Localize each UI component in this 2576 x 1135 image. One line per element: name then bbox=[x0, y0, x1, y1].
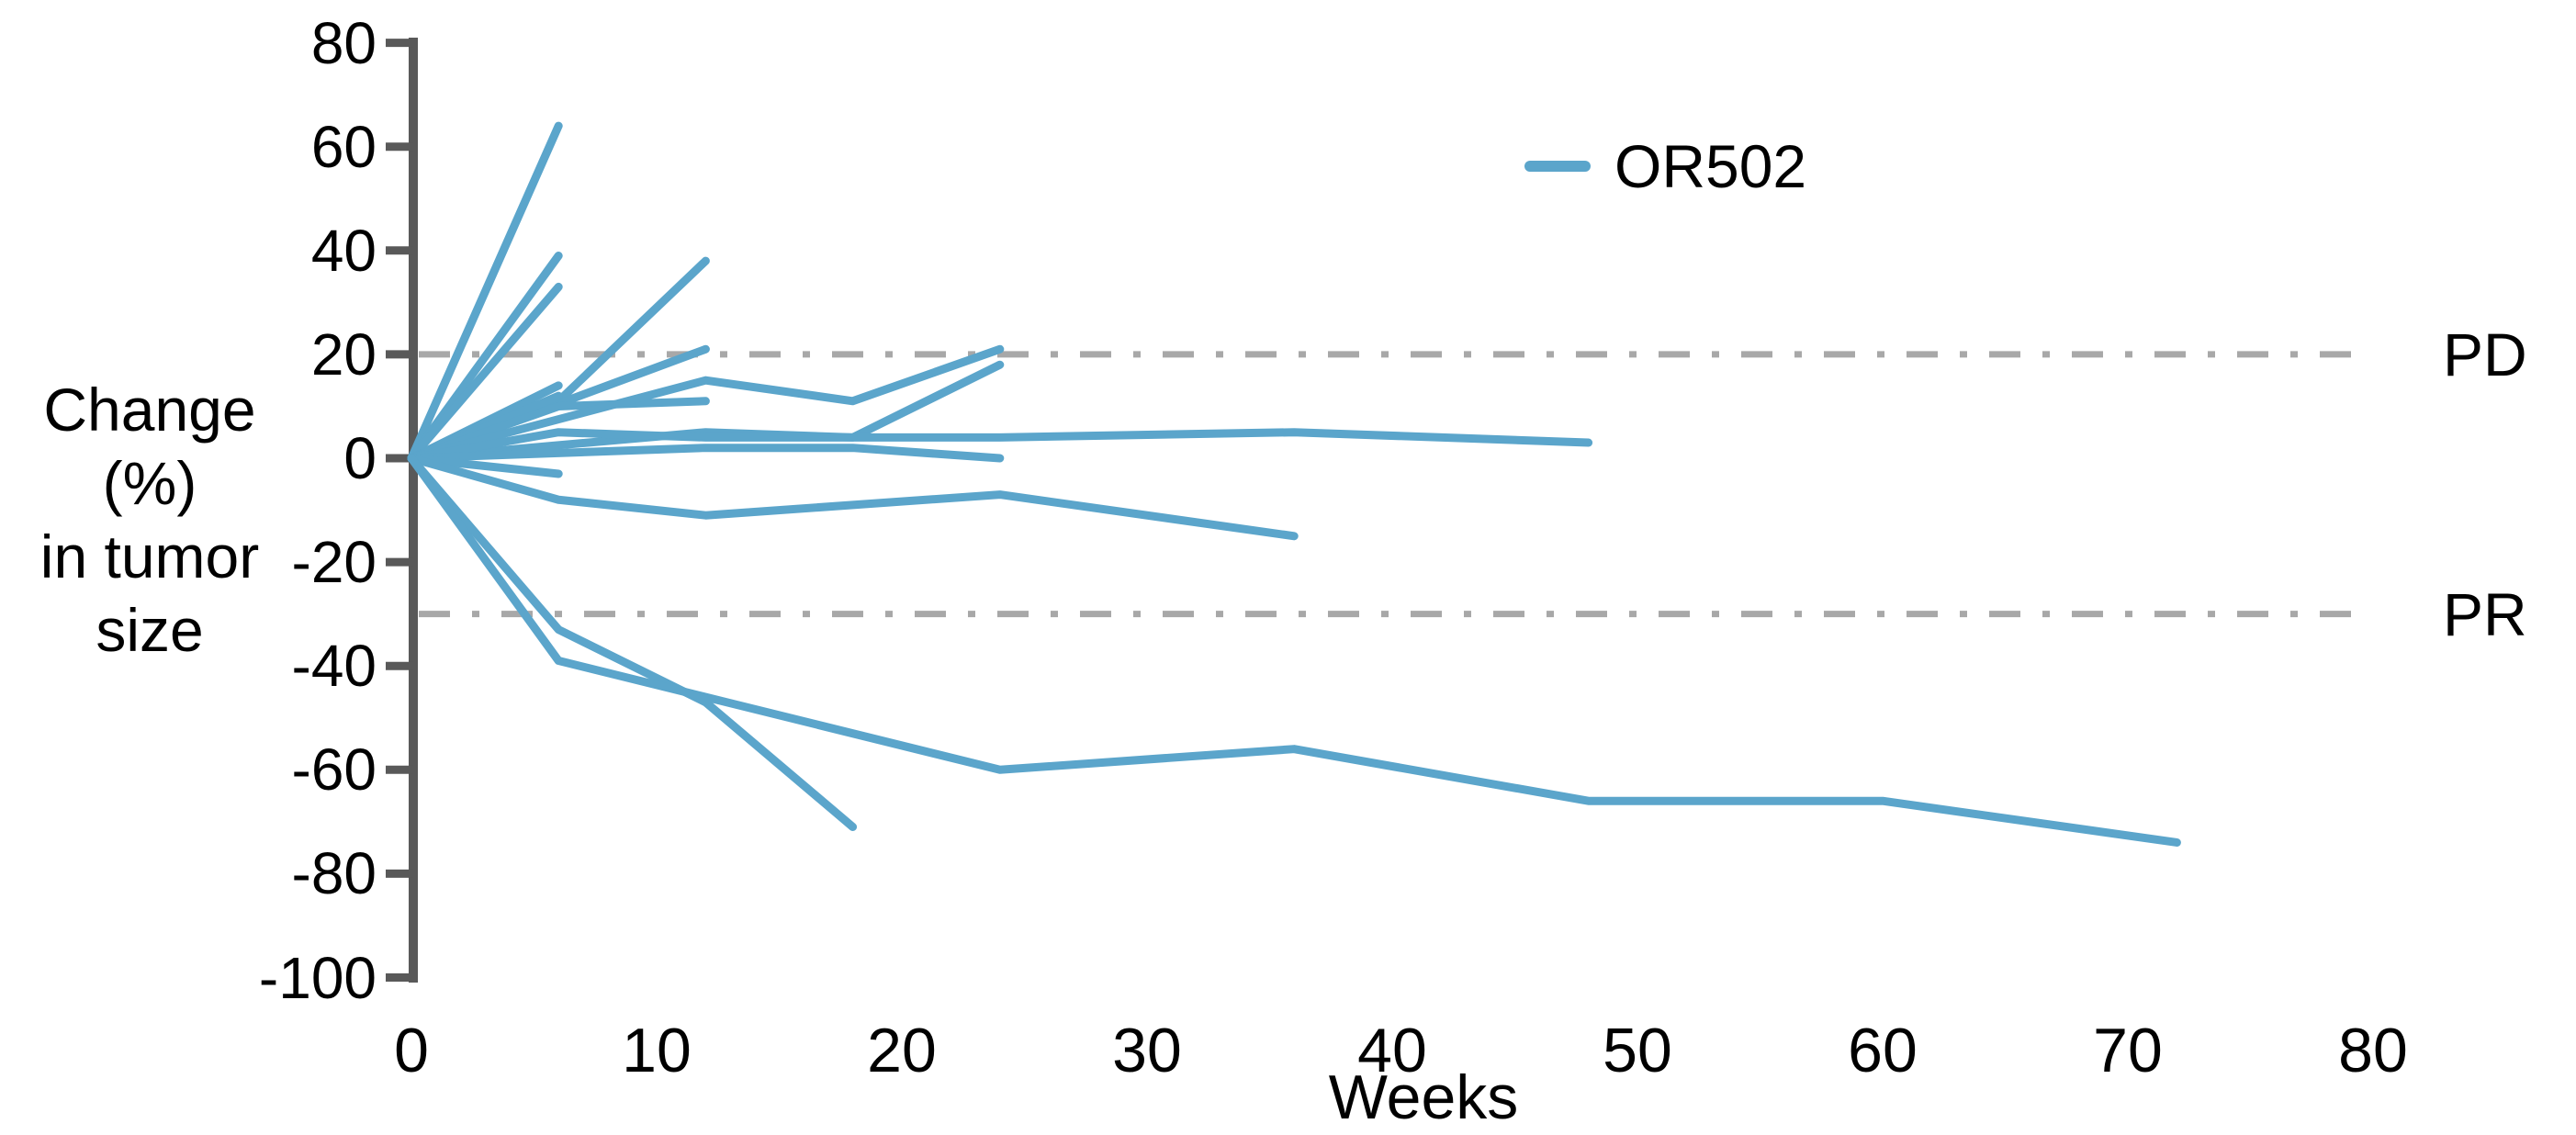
series-line-patient-16 bbox=[407, 454, 2181, 847]
y-tick-label: 80 bbox=[310, 9, 377, 76]
x-tick-label: 50 bbox=[1603, 1016, 1672, 1085]
series-line-patient-12 bbox=[407, 444, 1005, 463]
x-tick-label: 60 bbox=[1848, 1016, 1918, 1085]
y-tick-label: 20 bbox=[310, 320, 377, 388]
legend-label: OR502 bbox=[1614, 132, 1807, 200]
x-tick-label: 0 bbox=[394, 1016, 429, 1085]
x-tick-label: 10 bbox=[622, 1016, 692, 1085]
y-tick-label: 0 bbox=[343, 425, 377, 491]
series-line-patient-9 bbox=[407, 344, 1005, 463]
x-tick-label: 70 bbox=[2093, 1016, 2163, 1085]
x-tick-label: 80 bbox=[2338, 1016, 2408, 1085]
series-line-patient-13 bbox=[407, 454, 563, 478]
series-line-patient-1 bbox=[407, 121, 563, 463]
x-tick-label: 40 bbox=[1357, 1016, 1427, 1085]
y-tick-label: -80 bbox=[291, 840, 377, 907]
y-tick-label: 60 bbox=[310, 113, 377, 180]
x-tick-label: 30 bbox=[1112, 1016, 1182, 1085]
series-line-patient-15 bbox=[407, 454, 858, 832]
series-line-patient-3 bbox=[407, 282, 563, 463]
legend: OR502 bbox=[1524, 134, 1806, 198]
y-tick-label: -100 bbox=[258, 944, 377, 1011]
y-axis-title-line: size bbox=[96, 596, 204, 664]
y-axis-title-line: in tumor bbox=[39, 523, 260, 590]
y-tick-label: 40 bbox=[310, 217, 377, 284]
series-line-patient-11 bbox=[407, 428, 1593, 463]
y-tick-label: -20 bbox=[291, 529, 377, 596]
y-axis-title-line: Change bbox=[43, 376, 256, 444]
x-axis-title: Weeks bbox=[1328, 1062, 1519, 1132]
y-axis-title-line: (%) bbox=[102, 449, 197, 517]
series-line-patient-8 bbox=[407, 397, 710, 463]
y-tick-label: -60 bbox=[291, 736, 377, 803]
y-tick-label: -40 bbox=[291, 633, 377, 700]
series-line-patient-14 bbox=[407, 454, 1299, 541]
progressive-disease-threshold-label: PD bbox=[2443, 320, 2527, 388]
legend-line-swatch bbox=[1524, 161, 1591, 172]
y-axis-title: Change (%) in tumor size bbox=[6, 373, 294, 667]
x-tick-label: 20 bbox=[867, 1016, 937, 1085]
partial-response-threshold-label: PR bbox=[2443, 580, 2527, 648]
